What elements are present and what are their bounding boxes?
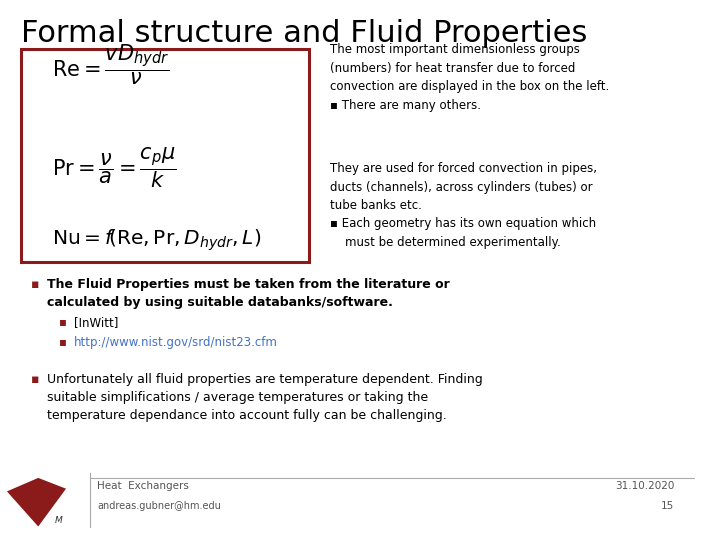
Text: The Fluid Properties must be taken from the literature or
calculated by using su: The Fluid Properties must be taken from … bbox=[48, 278, 450, 309]
Text: $\mathrm{Pr} = \dfrac{\nu}{a} = \dfrac{c_p\mu}{k}$: $\mathrm{Pr} = \dfrac{\nu}{a} = \dfrac{c… bbox=[52, 145, 176, 190]
Text: M: M bbox=[55, 516, 63, 525]
Text: Formal structure and Fluid Properties: Formal structure and Fluid Properties bbox=[21, 19, 588, 48]
Text: Unfortunately all fluid properties are temperature dependent. Finding
suitable s: Unfortunately all fluid properties are t… bbox=[48, 373, 483, 422]
Polygon shape bbox=[7, 478, 66, 526]
Text: Heat  Exchangers: Heat Exchangers bbox=[97, 481, 189, 491]
Text: ▪: ▪ bbox=[31, 373, 44, 386]
Text: 15: 15 bbox=[661, 501, 674, 511]
Text: The most important dimensionless groups
(numbers) for heat transfer due to force: The most important dimensionless groups … bbox=[330, 43, 609, 112]
Text: [InWitt]: [InWitt] bbox=[74, 316, 119, 329]
FancyBboxPatch shape bbox=[21, 49, 309, 262]
Text: 31.10.2020: 31.10.2020 bbox=[615, 481, 674, 491]
Text: $\mathrm{Re} = \dfrac{v D_{hydr}}{\nu}$: $\mathrm{Re} = \dfrac{v D_{hydr}}{\nu}$ bbox=[52, 42, 169, 87]
Text: ▪: ▪ bbox=[59, 316, 71, 329]
Text: andreas.gubner@hm.edu: andreas.gubner@hm.edu bbox=[97, 501, 221, 511]
Text: They are used for forced convection in pipes,
ducts (channels), across cylinders: They are used for forced convection in p… bbox=[330, 162, 597, 249]
Text: $\mathrm{Nu} = f\!\left(\mathrm{Re}, \mathrm{Pr}, D_{hydr}, L\right)$: $\mathrm{Nu} = f\!\left(\mathrm{Re}, \ma… bbox=[52, 227, 261, 253]
Text: http://www.nist.gov/srd/nist23.cfm: http://www.nist.gov/srd/nist23.cfm bbox=[74, 336, 278, 349]
Text: ▪: ▪ bbox=[31, 278, 44, 291]
Text: ▪: ▪ bbox=[59, 336, 71, 349]
